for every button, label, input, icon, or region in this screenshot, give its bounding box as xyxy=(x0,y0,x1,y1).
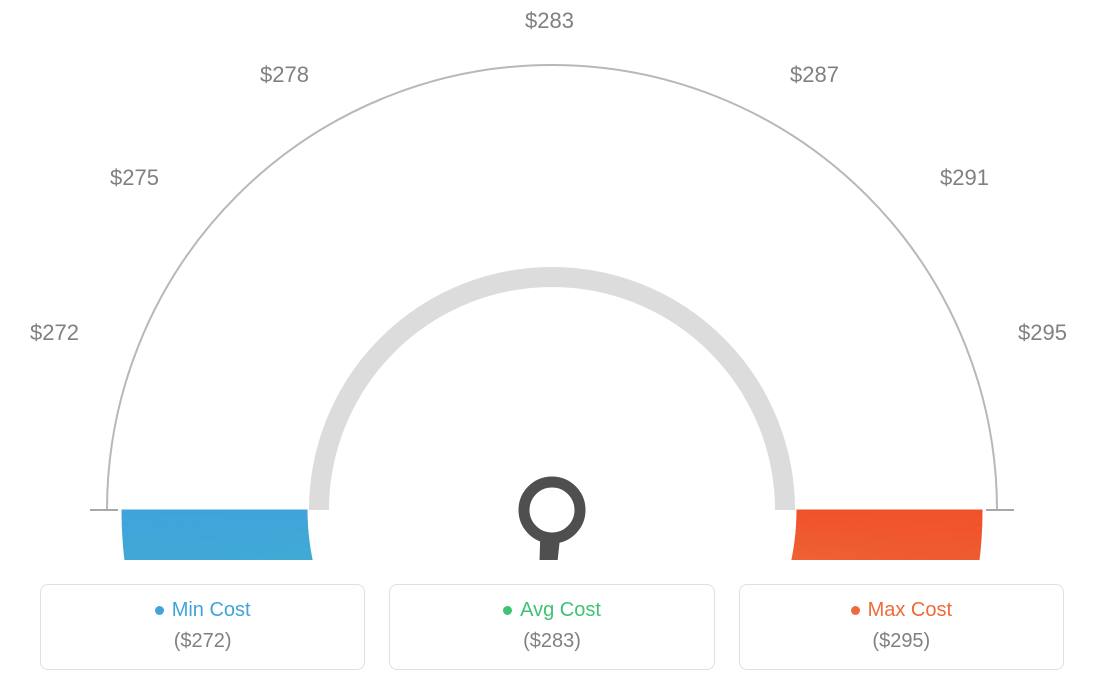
gauge-tick-label: $287 xyxy=(790,62,839,88)
legend-title-max: Max Cost xyxy=(851,599,952,622)
legend-value-min: ($272) xyxy=(59,630,346,653)
legend-title-text: Max Cost xyxy=(868,599,952,622)
legend-value-avg: ($283) xyxy=(408,630,695,653)
gauge-tick-label: $283 xyxy=(525,8,574,34)
gauge-svg xyxy=(0,0,1104,560)
legend-row: Min Cost ($272) Avg Cost ($283) Max Cost… xyxy=(40,584,1064,670)
legend-title-avg: Avg Cost xyxy=(503,599,601,622)
legend-value-max: ($295) xyxy=(758,630,1045,653)
legend-card-avg: Avg Cost ($283) xyxy=(389,584,714,670)
gauge-tick-label: $291 xyxy=(940,165,989,191)
gauge-tick-label: $275 xyxy=(110,165,159,191)
gauge-chart: $272 $275 $278 $283 $287 $291 $295 xyxy=(0,0,1104,560)
gauge-tick-label: $295 xyxy=(1018,320,1067,346)
legend-card-min: Min Cost ($272) xyxy=(40,584,365,670)
chart-container: $272 $275 $278 $283 $287 $291 $295 Min Cost ($… xyxy=(0,0,1104,690)
legend-title-text: Avg Cost xyxy=(520,599,601,622)
gauge-tick-label: $278 xyxy=(260,62,309,88)
dot-icon xyxy=(503,606,512,615)
legend-title-text: Min Cost xyxy=(172,599,251,622)
gauge-tick-label: $272 xyxy=(30,320,79,346)
dot-icon xyxy=(155,606,164,615)
legend-title-min: Min Cost xyxy=(155,599,251,622)
dot-icon xyxy=(851,606,860,615)
legend-card-max: Max Cost ($295) xyxy=(739,584,1064,670)
